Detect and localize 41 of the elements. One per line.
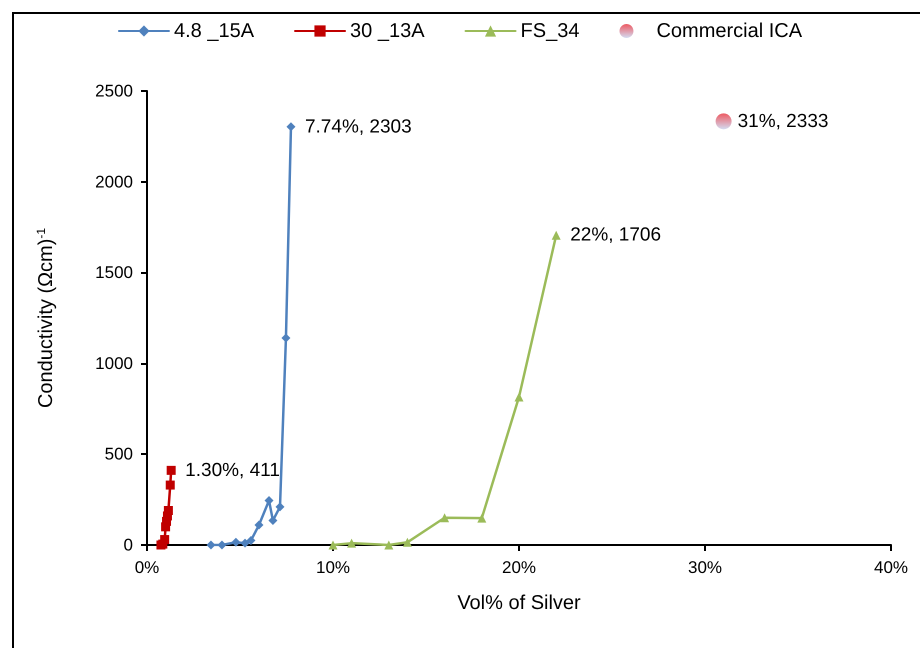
y-tick-label: 2000 bbox=[95, 172, 133, 192]
legend-label: 30 _13A bbox=[350, 20, 426, 42]
annotation: 31%, 2333 bbox=[738, 110, 828, 132]
point bbox=[166, 480, 175, 490]
x-tick-label: 30% bbox=[688, 558, 722, 577]
annotation: 7.74%, 2303 bbox=[304, 116, 412, 138]
point bbox=[384, 540, 394, 550]
y-tick-label: 1500 bbox=[95, 263, 133, 282]
legend-label: FS_34 bbox=[520, 20, 580, 42]
point bbox=[206, 540, 216, 550]
annotation: 1.30%, 411 bbox=[185, 460, 280, 481]
legend-label: 4.8 _15A bbox=[174, 20, 255, 42]
x-tick-label: 20% bbox=[502, 558, 536, 577]
point bbox=[716, 113, 732, 130]
point bbox=[231, 538, 240, 547]
x-tick-label: 40% bbox=[874, 558, 908, 577]
point bbox=[440, 513, 450, 522]
point bbox=[268, 516, 278, 525]
point bbox=[328, 540, 338, 550]
annotation: 22%, 1706 bbox=[570, 224, 662, 246]
point bbox=[254, 520, 264, 530]
point bbox=[402, 538, 412, 547]
y-tick-label: 1000 bbox=[95, 354, 133, 373]
y-tick-label: 0 bbox=[124, 536, 133, 554]
x-tick-label: 10% bbox=[316, 558, 350, 577]
y-axis-title: Conductivity (Ωcm)-1 bbox=[34, 228, 57, 408]
y-tick-label: 500 bbox=[104, 444, 133, 464]
point bbox=[246, 536, 256, 545]
x-tick-label: 0% bbox=[134, 558, 160, 577]
y-tick-label: 2500 bbox=[95, 82, 133, 100]
point bbox=[552, 230, 561, 240]
legend-label: Commercial ICA bbox=[656, 20, 803, 42]
point bbox=[164, 506, 173, 515]
point bbox=[286, 122, 296, 132]
x-axis-title: Vol% of Silver bbox=[457, 592, 582, 614]
point bbox=[166, 466, 176, 475]
point bbox=[514, 392, 524, 402]
point bbox=[477, 514, 486, 523]
point bbox=[160, 535, 170, 544]
point bbox=[240, 538, 250, 548]
point bbox=[347, 538, 356, 548]
